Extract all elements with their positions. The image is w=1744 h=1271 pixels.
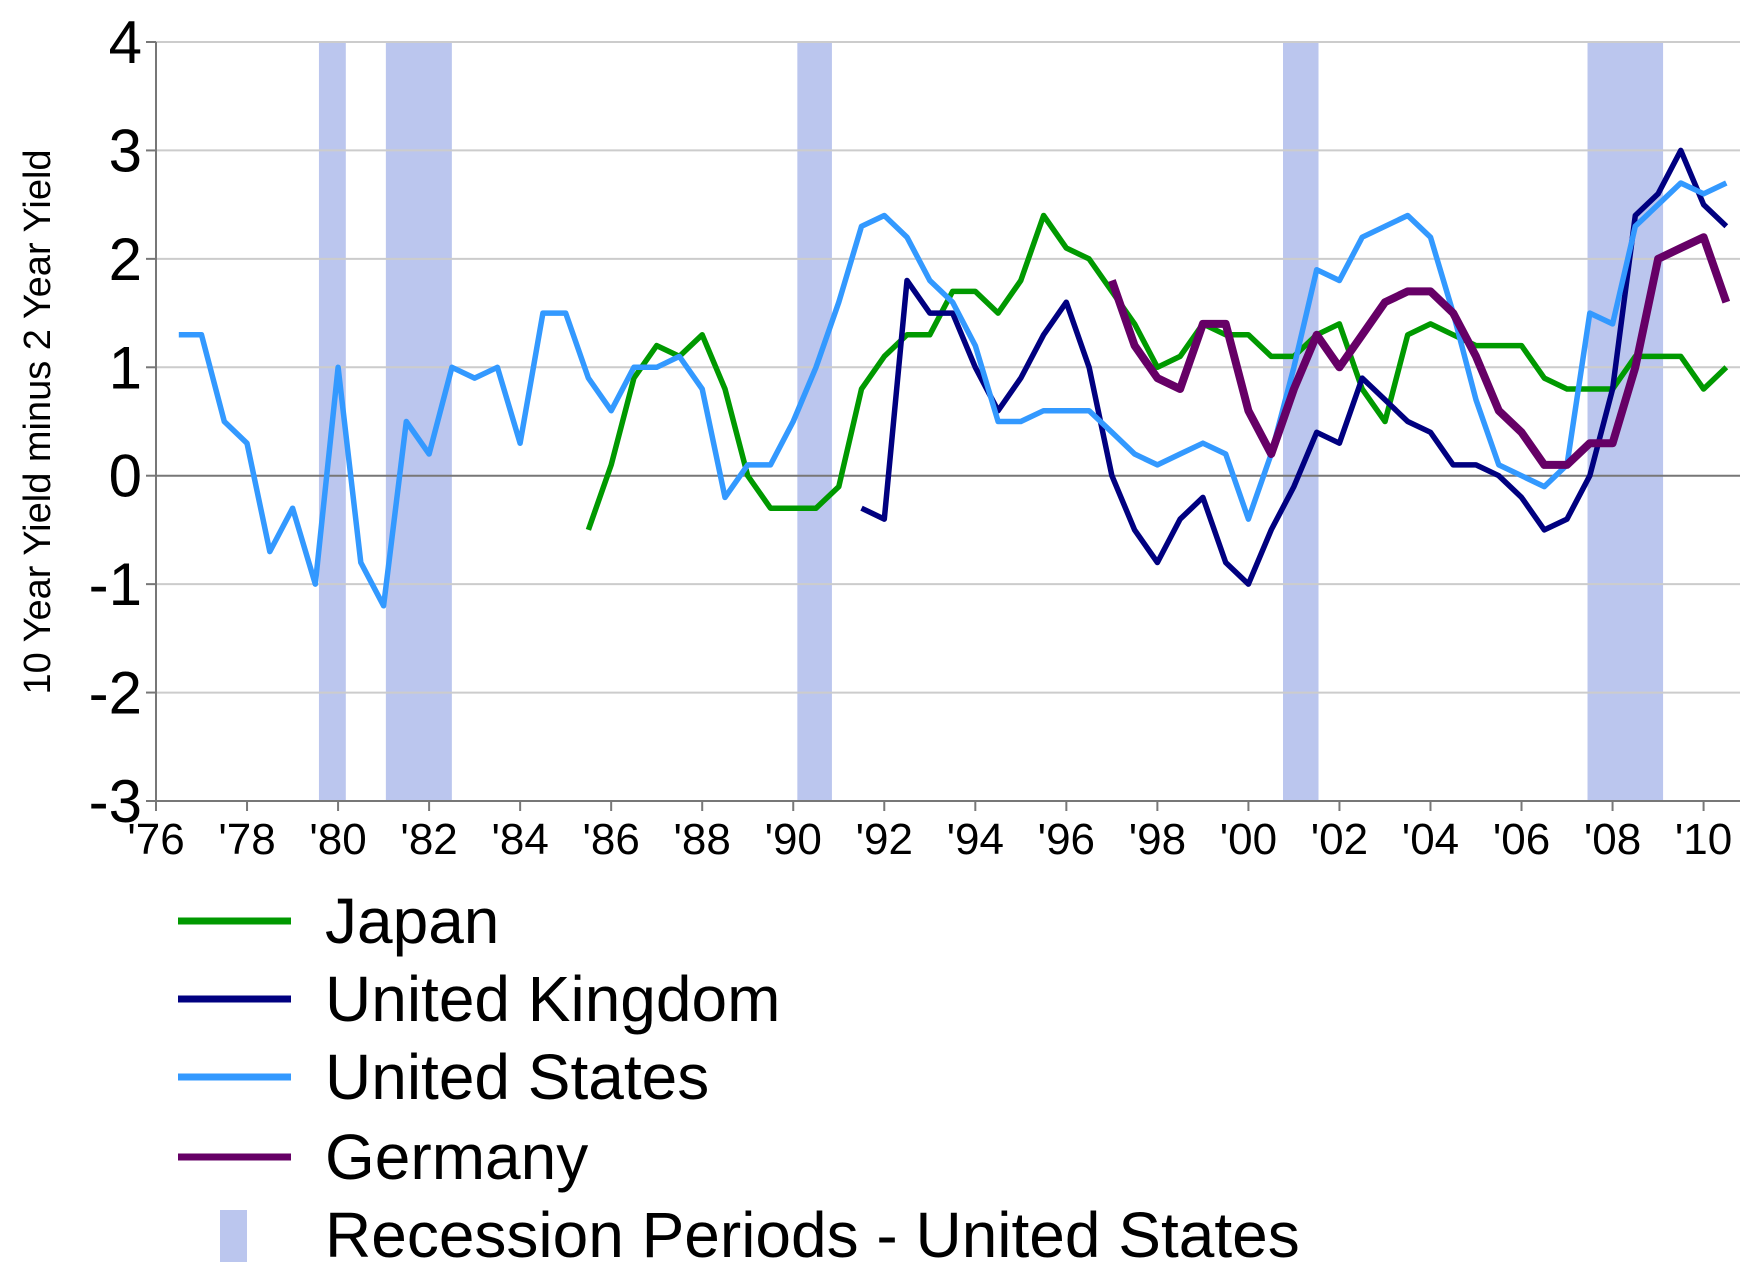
legend-label: Recession Periods - United States bbox=[325, 1199, 1300, 1271]
x-tick-label: '10 bbox=[1675, 815, 1732, 864]
legend-label: Germany bbox=[325, 1121, 588, 1193]
x-tick-label: '02 bbox=[1311, 815, 1368, 864]
y-tick-label: -2 bbox=[89, 660, 142, 727]
x-tick-label: '82 bbox=[400, 815, 457, 864]
series-line bbox=[585, 212, 1729, 531]
x-tick-label: '90 bbox=[765, 815, 822, 864]
y-tick-label: 2 bbox=[109, 226, 142, 293]
y-tick-label: 3 bbox=[109, 117, 142, 184]
x-tick-label: '00 bbox=[1220, 815, 1277, 864]
legend-label: United States bbox=[325, 1041, 709, 1113]
x-tick-label: '80 bbox=[309, 815, 366, 864]
legend-label: United Kingdom bbox=[325, 963, 780, 1035]
x-tick-label: '78 bbox=[218, 815, 275, 864]
x-tick-label: '98 bbox=[1129, 815, 1186, 864]
recession-band bbox=[1283, 42, 1319, 801]
line-layer bbox=[178, 147, 1731, 609]
x-tick-label: '86 bbox=[583, 815, 640, 864]
legend-swatch bbox=[220, 1210, 247, 1262]
series-line bbox=[1108, 233, 1731, 469]
series-line bbox=[178, 180, 1728, 609]
y-tick-label: -1 bbox=[89, 551, 142, 618]
recession-band bbox=[1587, 42, 1664, 801]
y-tick-label: 1 bbox=[109, 334, 142, 401]
y-tick-label: 4 bbox=[109, 9, 142, 76]
y-axis-title: 10 Year Yield minus 2 Year Yield bbox=[17, 149, 59, 694]
x-tick-label: '06 bbox=[1493, 815, 1550, 864]
y-tick-label: -3 bbox=[89, 768, 142, 835]
y-tick-label: 0 bbox=[109, 443, 142, 510]
recession-layer bbox=[318, 42, 1664, 801]
series-line bbox=[860, 147, 1729, 587]
x-tick-label: '08 bbox=[1584, 815, 1641, 864]
x-tick-label: '92 bbox=[856, 815, 913, 864]
x-tick-label: '88 bbox=[674, 815, 731, 864]
x-tick-label: '76 bbox=[127, 815, 184, 864]
axes-layer: -3 -2 -1 0 1 2 3 4 '76 '78 '80 '82 '84 '86 '88 '90 '92 '9… bbox=[89, 9, 1740, 864]
recession-band bbox=[797, 42, 832, 801]
x-tick-label: '96 bbox=[1038, 815, 1095, 864]
legend-label: Japan bbox=[325, 885, 499, 957]
x-tick-label: '94 bbox=[947, 815, 1004, 864]
x-tick-label: '84 bbox=[491, 815, 548, 864]
recession-band bbox=[385, 42, 452, 801]
x-tick-label: '04 bbox=[1402, 815, 1459, 864]
